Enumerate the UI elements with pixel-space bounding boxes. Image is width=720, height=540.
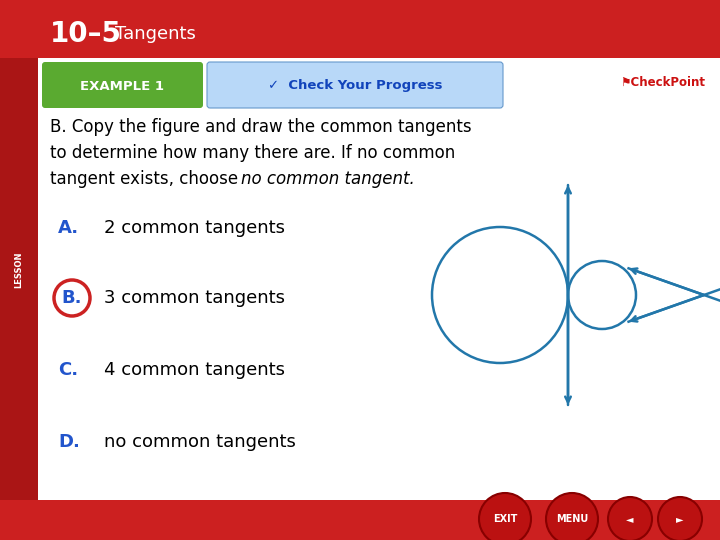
Bar <box>0 0 38 540</box>
Text: A.: A. <box>58 219 79 237</box>
Text: B.: B. <box>62 289 82 307</box>
Text: 10–5: 10–5 <box>50 20 122 48</box>
Text: 3 common tangents: 3 common tangents <box>104 289 285 307</box>
Circle shape <box>608 497 652 540</box>
Text: EXAMPLE 1: EXAMPLE 1 <box>80 79 164 92</box>
Text: 2 common tangents: 2 common tangents <box>104 219 285 237</box>
Circle shape <box>546 493 598 540</box>
Text: ⚑CheckPoint: ⚑CheckPoint <box>620 76 705 89</box>
Text: Tangents: Tangents <box>115 25 196 43</box>
Text: ►: ► <box>676 514 684 524</box>
Circle shape <box>658 497 702 540</box>
Bar <box>38 58 720 500</box>
Text: C.: C. <box>58 361 78 379</box>
Text: tangent exists, choose: tangent exists, choose <box>50 170 243 188</box>
Text: no common tangent.: no common tangent. <box>241 170 415 188</box>
Text: 4 common tangents: 4 common tangents <box>104 361 285 379</box>
Text: to determine how many there are. If no common: to determine how many there are. If no c… <box>50 144 455 162</box>
Text: B. Copy the figure and draw the common tangents: B. Copy the figure and draw the common t… <box>50 118 472 136</box>
FancyBboxPatch shape <box>207 62 503 108</box>
Text: LESSON: LESSON <box>14 252 24 288</box>
Text: EXIT: EXIT <box>492 514 517 524</box>
Bar <box>0 0 720 58</box>
Text: no common tangents: no common tangents <box>104 433 296 451</box>
Text: MENU: MENU <box>556 514 588 524</box>
Text: ◄: ◄ <box>626 514 634 524</box>
FancyBboxPatch shape <box>42 62 203 108</box>
Bar <box>0 500 720 540</box>
Circle shape <box>479 493 531 540</box>
Text: ✓  Check Your Progress: ✓ Check Your Progress <box>268 78 442 91</box>
Text: D.: D. <box>58 433 80 451</box>
